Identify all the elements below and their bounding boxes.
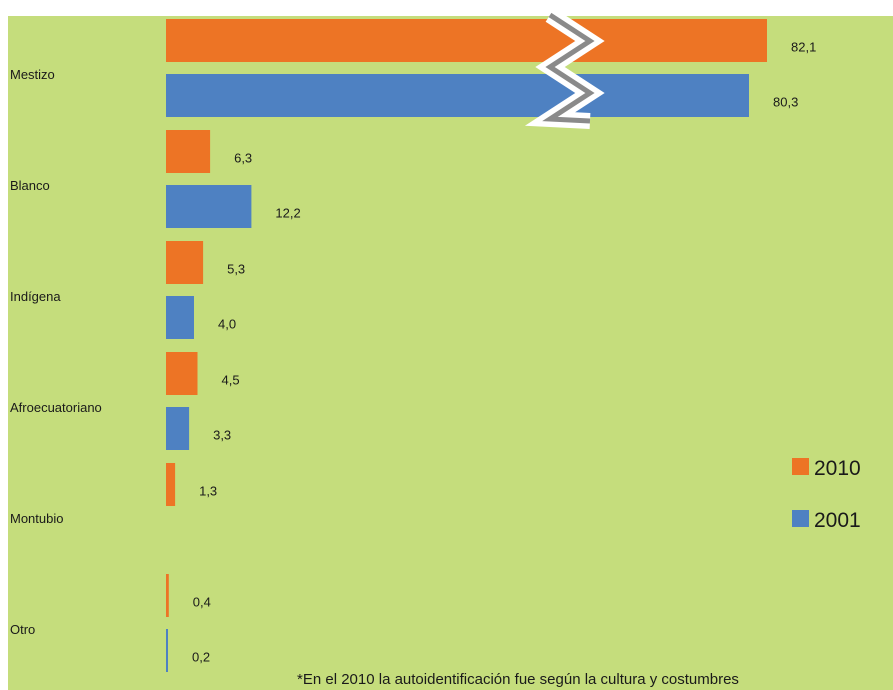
- value-label-2010-mestizo: 82,1: [791, 40, 816, 55]
- axis-break-line: [542, 12, 595, 124]
- value-label-2010-montubio: 1,3: [199, 484, 217, 499]
- bar-2001-afroecuatoriano: [166, 407, 190, 450]
- category-label-montubio: Montubio: [10, 511, 63, 526]
- value-label-2010-indígena: 5,3: [227, 262, 245, 277]
- legend-swatch-2010: [792, 458, 809, 475]
- value-labels: 82,1 80,3 6,3 12,2 5,3 4,0 4,5 3,3 1,3 0,4 0,2: [192, 40, 816, 665]
- value-label-2001-blanco: 12,2: [275, 206, 300, 221]
- value-label-2010-afroecuatoriano: 4,5: [222, 373, 240, 388]
- bar-2010-blanco: [166, 130, 211, 173]
- bar-layer: [166, 19, 767, 672]
- footnote: *En el 2010 la autoidentificación fue se…: [297, 671, 739, 688]
- value-label-2001-afroecuatoriano: 3,3: [213, 428, 231, 443]
- value-label-2001-otro: 0,2: [192, 650, 210, 665]
- category-label-mestizo: Mestizo: [10, 67, 55, 82]
- value-label-2001-indígena: 4,0: [218, 317, 236, 332]
- bar-2010-otro: [166, 574, 169, 617]
- legend-label-2001: 2001: [814, 509, 861, 532]
- bar-2010-mestizo: [166, 19, 767, 62]
- value-label-2010-blanco: 6,3: [234, 151, 252, 166]
- category-labels: Mestizo Blanco Indígena Afroecuatoriano Mont…: [10, 67, 102, 637]
- axis-break-marks: [524, 8, 605, 129]
- category-label-indígena: Indígena: [10, 289, 61, 304]
- value-label-2001-mestizo: 80,3: [773, 95, 798, 110]
- legend-swatch-2001: [792, 510, 809, 527]
- bar-2010-montubio: [166, 463, 176, 506]
- bar-2001-mestizo: [166, 74, 749, 117]
- category-label-blanco: Blanco: [10, 178, 50, 193]
- chart-background: [8, 16, 893, 690]
- category-label-afroecuatoriano: Afroecuatoriano: [10, 400, 102, 415]
- legend-label-2010: 2010: [814, 457, 861, 480]
- value-label-2010-otro: 0,4: [193, 595, 211, 610]
- bar-2001-otro: [166, 629, 168, 672]
- category-label-otro: Otro: [10, 622, 35, 637]
- bar-2001-blanco: [166, 185, 252, 228]
- legend: 2010 2001: [792, 457, 861, 532]
- bar-2010-afroecuatoriano: [166, 352, 198, 395]
- bar-2010-indígena: [166, 241, 204, 284]
- bar-2001-indígena: [166, 296, 194, 339]
